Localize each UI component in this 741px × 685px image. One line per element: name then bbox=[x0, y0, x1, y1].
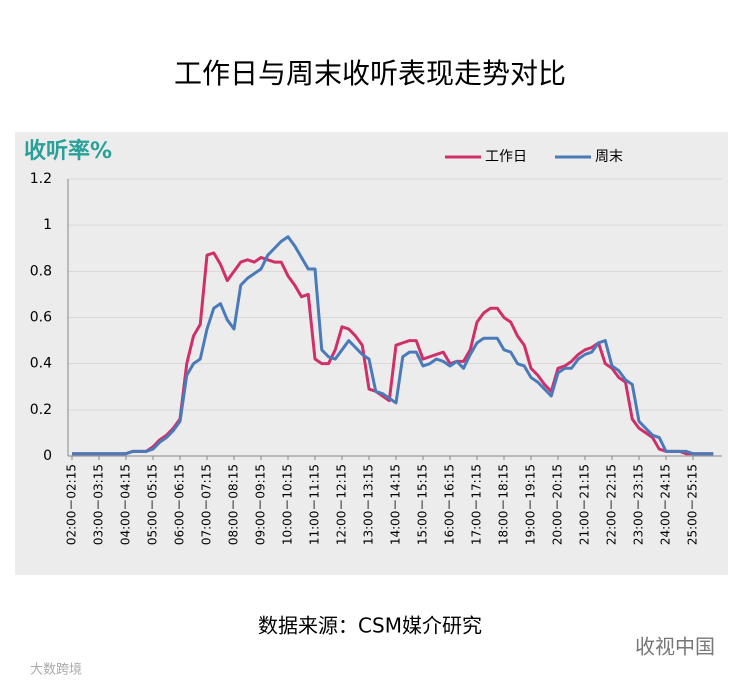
chart-title: 工作日与周末收听表现走势对比 bbox=[174, 57, 566, 90]
y-tick-label: 0.6 bbox=[30, 310, 52, 326]
x-tick-label: 14:00－14:15 bbox=[389, 464, 403, 545]
x-tick-label: 08:00－08:15 bbox=[227, 464, 241, 545]
x-tick-label: 19:00－19:15 bbox=[524, 464, 538, 545]
y-tick-label: 0.8 bbox=[30, 263, 52, 279]
x-tick-label: 15:00－15:15 bbox=[416, 464, 430, 545]
x-tick-label: 22:00－22:15 bbox=[605, 464, 619, 545]
x-tick-label: 09:00－09:15 bbox=[254, 464, 268, 545]
legend-label: 工作日 bbox=[485, 149, 527, 165]
y-tick-label: 0 bbox=[43, 448, 52, 464]
legend-label: 周末 bbox=[595, 149, 623, 165]
x-tick-label: 07:00－07:15 bbox=[200, 464, 214, 545]
x-tick-label: 02:00－02:15 bbox=[65, 464, 79, 545]
watermark: 大数跨境 bbox=[30, 663, 82, 678]
source-note: 数据来源：CSM媒介研究 bbox=[258, 614, 482, 638]
x-tick-label: 16:00－16:15 bbox=[443, 464, 457, 545]
x-tick-label: 20:00－20:15 bbox=[551, 464, 565, 545]
x-tick-label: 06:00－06:15 bbox=[173, 464, 187, 545]
x-tick-label: 03:00－03:15 bbox=[92, 464, 106, 545]
y-axis-label: 收听率% bbox=[24, 138, 112, 164]
y-tick-label: 0.2 bbox=[30, 402, 52, 418]
series-line bbox=[72, 235, 714, 456]
x-tick-label: 12:00－12:15 bbox=[335, 464, 349, 545]
x-tick-label: 13:00－13:15 bbox=[362, 464, 376, 545]
y-tick-label: 1.2 bbox=[30, 171, 52, 187]
y-tick-label: 0.4 bbox=[30, 356, 52, 372]
x-tick-label: 11:00－11:15 bbox=[308, 464, 322, 545]
x-tick-label: 04:00－04:15 bbox=[119, 464, 133, 545]
x-tick-label: 23:00－23:15 bbox=[632, 464, 646, 545]
x-tick-label: 21:00－21:15 bbox=[578, 464, 592, 545]
x-tick-label: 05:00－05:15 bbox=[146, 464, 160, 545]
x-tick-label: 24:00－24:15 bbox=[659, 464, 673, 545]
y-tick-label: 1 bbox=[43, 217, 52, 233]
x-tick-label: 10:00－10:15 bbox=[281, 464, 295, 545]
x-tick-label: 18:00－18:15 bbox=[497, 464, 511, 545]
watermark: 收视中国 bbox=[635, 635, 715, 659]
x-tick-label: 25:00－25:15 bbox=[686, 464, 700, 545]
x-tick-label: 17:00－17:15 bbox=[470, 464, 484, 545]
